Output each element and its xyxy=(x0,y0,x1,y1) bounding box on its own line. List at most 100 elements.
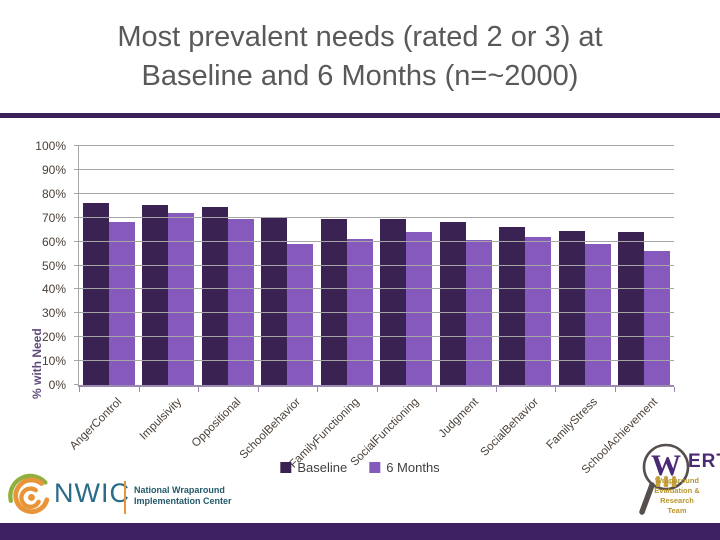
x-tick-mark xyxy=(138,387,140,392)
y-tick-label: 20% xyxy=(41,330,66,345)
x-tick-mark xyxy=(495,387,497,392)
gridline xyxy=(79,360,674,362)
y-tick-mark xyxy=(74,168,79,170)
y-tick-label: 30% xyxy=(41,306,66,321)
x-axis-label: Judgment xyxy=(437,396,482,441)
bar-baseline xyxy=(558,230,585,385)
bar-baseline xyxy=(499,227,526,385)
y-tick-mark xyxy=(74,216,79,218)
gridline xyxy=(79,192,674,194)
y-axis-tick-labels: 0% 10% 20% 30% 40% 50% 60% 70% 80% 90% 100% xyxy=(0,130,74,392)
bar-baseline xyxy=(380,218,407,385)
gridline xyxy=(79,336,674,338)
y-tick-label: 70% xyxy=(41,210,66,225)
gridline xyxy=(79,264,674,266)
bar-group xyxy=(615,146,675,385)
x-tick-mark xyxy=(436,387,437,392)
gridline xyxy=(79,288,674,290)
chart-legend: Baseline 6 Months xyxy=(280,460,440,475)
bar-baseline xyxy=(201,206,228,385)
bar-group xyxy=(436,146,496,385)
wert-team-line-2: Evaluation & xyxy=(654,486,700,495)
nwic-spiral-icon xyxy=(8,473,50,514)
bar-groups xyxy=(79,146,674,385)
x-tick-mark xyxy=(198,387,199,392)
x-axis-label: SchoolBehavior xyxy=(237,396,303,462)
y-tick-label: 50% xyxy=(41,258,66,273)
wert-team-name: Wraparound Evaluation & Research Team xyxy=(638,476,716,516)
y-tick-mark xyxy=(74,192,79,194)
x-axis-label: Oppositional xyxy=(189,396,244,450)
y-tick-mark xyxy=(74,145,79,146)
title-accent-rule xyxy=(0,113,720,118)
footer-accent-bar xyxy=(0,523,720,540)
y-tick-label: 100% xyxy=(35,139,66,153)
x-tick-mark xyxy=(257,387,259,392)
legend-label: 6 Months xyxy=(386,460,440,475)
legend-swatch xyxy=(280,462,292,473)
gridline xyxy=(79,216,674,218)
y-tick-mark xyxy=(74,288,79,290)
x-tick-mark xyxy=(317,387,318,392)
x-axis-label: Impulsivity xyxy=(137,396,184,443)
bar-group xyxy=(377,146,437,385)
wert-logo: W ERT Wraparound Evaluation & Research T… xyxy=(628,420,720,520)
bar-baseline xyxy=(439,222,466,385)
bar-6-months xyxy=(108,222,135,385)
page-title-line-1: Most prevalent needs (rated 2 or 3) at xyxy=(117,21,603,53)
legend-label: Baseline xyxy=(297,460,348,475)
wert-team-line-3: Research xyxy=(660,496,694,505)
x-tick-mark xyxy=(555,387,556,392)
y-tick-mark xyxy=(74,312,79,314)
bar-group xyxy=(258,146,318,385)
y-tick-label: 90% xyxy=(41,162,66,177)
nwic-name-line-2: Implementation Center xyxy=(134,496,232,506)
y-tick-mark xyxy=(74,360,79,362)
y-tick-label: 10% xyxy=(41,354,66,369)
y-tick-label: 0% xyxy=(48,378,66,392)
bar-group xyxy=(317,146,377,385)
x-axis-label: FamilyStress xyxy=(544,396,601,452)
y-tick-label: 60% xyxy=(41,234,66,249)
x-tick-mark xyxy=(79,387,80,392)
bar-6-months xyxy=(584,244,611,385)
y-tick-label: 40% xyxy=(41,282,66,297)
gridline xyxy=(79,168,674,170)
bar-baseline xyxy=(320,218,347,385)
bar-baseline xyxy=(618,232,645,385)
wert-team-line-1: Wraparound xyxy=(654,476,700,485)
nwic-divider xyxy=(124,481,126,514)
y-tick-label: 80% xyxy=(41,186,66,201)
gridline xyxy=(79,240,674,242)
y-tick-mark xyxy=(74,264,79,266)
legend-swatch xyxy=(369,462,381,473)
x-tick-mark xyxy=(674,387,675,392)
bar-chart: % with Need 0% 10% 20% 30% 40% 50% 60% 70% 80% 90… xyxy=(0,130,720,480)
x-tick-mark xyxy=(376,387,378,392)
legend-item: Baseline xyxy=(280,460,347,475)
x-axis-label: SocialFunctioning xyxy=(349,396,422,469)
bar-group xyxy=(496,146,556,385)
y-tick-mark xyxy=(74,240,79,242)
nwic-name: National Wraparound Implementation Cente… xyxy=(134,485,232,507)
x-axis-label: SocialBehavior xyxy=(478,396,541,459)
nwic-name-line-1: National Wraparound xyxy=(134,485,225,495)
x-axis-label: AngerControl xyxy=(67,396,125,453)
gridline xyxy=(79,312,674,314)
bar-6-months xyxy=(287,244,314,385)
wert-magnifier-icon: W xyxy=(639,443,690,515)
page-title: Most prevalent needs (rated 2 or 3) at B… xyxy=(0,18,720,96)
page-title-line-2: Baseline and 6 Months (n=~2000) xyxy=(141,60,579,92)
bar-6-months xyxy=(644,251,671,385)
legend-item: 6 Months xyxy=(369,460,440,475)
wert-team-line-4: Team xyxy=(667,506,687,515)
y-tick-mark xyxy=(74,336,79,338)
gridline xyxy=(79,145,674,146)
bar-baseline xyxy=(261,217,288,385)
bar-group xyxy=(139,146,199,385)
bar-baseline xyxy=(142,204,169,385)
y-tick-mark xyxy=(74,384,79,385)
bar-group xyxy=(79,146,139,385)
bar-group xyxy=(198,146,258,385)
wert-suffix: ERT xyxy=(688,451,720,472)
